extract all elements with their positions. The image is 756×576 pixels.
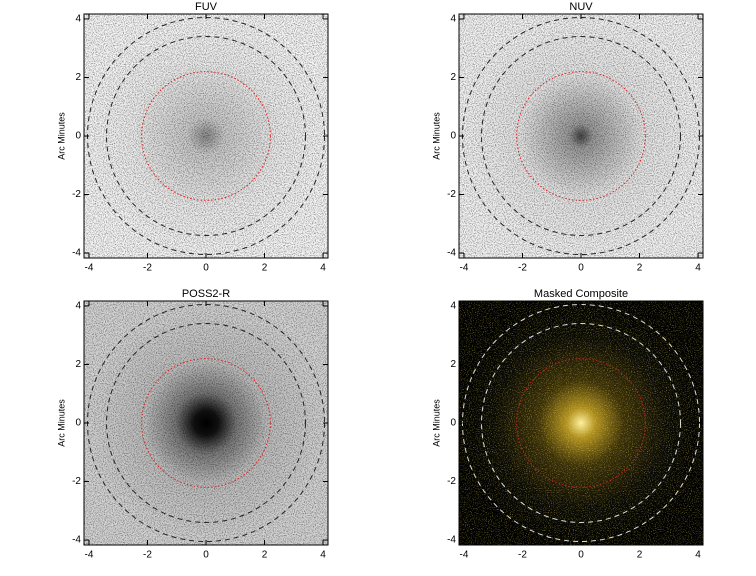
- panel-title: Masked Composite: [534, 288, 628, 300]
- aperture-circle: [481, 323, 681, 523]
- x-tick-label: 4: [695, 550, 701, 561]
- x-tick-label: -2: [143, 263, 152, 274]
- aperture-circle: [481, 36, 681, 236]
- y-tick-label: 2: [450, 359, 456, 370]
- y-tick-label: -2: [447, 476, 456, 487]
- panel: NUV Arc Minutes -4 -2 0 2 4 -4 -2 0 2 4: [431, 1, 704, 274]
- image-noise: [459, 14, 703, 258]
- x-tick-label: 0: [203, 263, 209, 274]
- x-tick-label: -4: [85, 263, 94, 274]
- x-tick-label: -2: [518, 550, 527, 561]
- y-tick-label: 2: [75, 359, 81, 370]
- panel: POSS2-R Arc Minutes -4 -2 0 2 4 -4 -2 0 2 4: [56, 288, 329, 561]
- x-tick-label: 2: [637, 263, 643, 274]
- y-tick-label: -4: [447, 535, 456, 546]
- y-tick-label: 4: [75, 14, 81, 25]
- x-tick-label: -2: [518, 263, 527, 274]
- x-tick-label: 2: [262, 263, 268, 274]
- x-tick-label: -4: [460, 550, 469, 561]
- y-tick-label: 4: [75, 301, 81, 312]
- aperture-circle: [516, 358, 646, 488]
- x-tick-label: 0: [203, 550, 209, 561]
- image-noise: [84, 14, 328, 258]
- panel: Masked Composite Arc Minutes -4 -2 0 2 4 -4 -2 0 2…: [431, 288, 704, 561]
- y-tick-label: 4: [450, 14, 456, 25]
- aperture-circle: [516, 71, 646, 201]
- y-tick-label: -2: [72, 476, 81, 487]
- x-tick-label: 4: [695, 263, 701, 274]
- y-tick-label: -2: [447, 189, 456, 200]
- aperture-circle: [141, 358, 271, 488]
- y-tick-label: 0: [75, 131, 81, 142]
- x-tick-label: 0: [578, 263, 584, 274]
- y-tick-label: 0: [450, 418, 456, 429]
- y-tick-label: 4: [450, 301, 456, 312]
- panel-title: FUV: [195, 1, 218, 13]
- y-tick-label: 0: [450, 131, 456, 142]
- aperture-circle: [141, 71, 271, 201]
- y-tick-label: 2: [75, 72, 81, 83]
- y-tick-label: -4: [72, 248, 81, 259]
- x-tick-label: -2: [143, 550, 152, 561]
- y-axis-label: Arc Minutes: [56, 112, 66, 160]
- panel: FUV Arc Minutes -4 -2 0 2 4 -4 -2 0 2 4: [56, 1, 329, 274]
- aperture-circle: [106, 36, 306, 236]
- panel-title: NUV: [569, 1, 593, 13]
- image-noise: [84, 301, 328, 545]
- x-tick-label: 2: [262, 550, 268, 561]
- x-tick-label: 4: [320, 263, 326, 274]
- y-axis-label: Arc Minutes: [56, 399, 66, 447]
- x-tick-label: -4: [85, 550, 94, 561]
- x-tick-label: 2: [637, 550, 643, 561]
- y-tick-label: 2: [450, 72, 456, 83]
- y-tick-label: -4: [447, 248, 456, 259]
- y-tick-label: 0: [75, 418, 81, 429]
- aperture-circle: [106, 323, 306, 523]
- x-tick-label: 0: [578, 550, 584, 561]
- y-tick-label: -4: [72, 535, 81, 546]
- y-tick-label: -2: [72, 189, 81, 200]
- x-tick-label: -4: [460, 263, 469, 274]
- x-tick-label: 4: [320, 550, 326, 561]
- panel-title: POSS2-R: [182, 288, 230, 300]
- image-noise: [459, 301, 703, 545]
- y-axis-label: Arc Minutes: [431, 399, 441, 447]
- y-axis-label: Arc Minutes: [431, 112, 441, 160]
